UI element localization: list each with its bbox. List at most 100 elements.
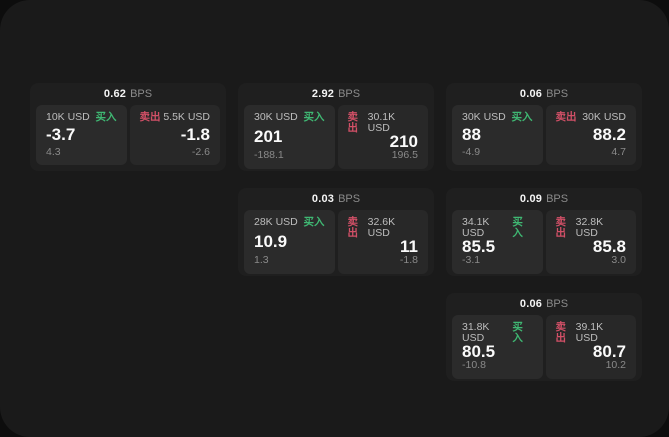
- buy-side-label: 买入: [303, 111, 325, 123]
- quote-card: 0.06 BPS 31.8K USD 买入 80.5 -10.8 卖出 39.1…: [446, 293, 642, 381]
- sell-panel[interactable]: 卖出 30.1K USD 210 196.5: [337, 105, 428, 169]
- sell-delta: 4.7: [611, 145, 626, 158]
- buy-panel[interactable]: 10K USD 买入 -3.7 4.3: [36, 105, 127, 165]
- card-header: 2.92 BPS: [238, 83, 434, 105]
- buy-price: 88: [462, 125, 481, 144]
- buy-delta: -188.1: [254, 149, 284, 161]
- buy-delta: -10.8: [462, 359, 486, 371]
- quote-card: 0.06 BPS 30K USD 买入 88 -4.9 卖出 30K USD 8…: [446, 83, 642, 171]
- card-body: 34.1K USD 买入 85.5 -3.1 卖出 32.8K USD 85.8…: [446, 210, 642, 280]
- bps-unit: BPS: [546, 88, 569, 100]
- bps-value: 0.03: [311, 193, 335, 205]
- buy-panel[interactable]: 30K USD 买入 201 -188.1: [244, 105, 335, 169]
- buy-price: -3.7: [46, 125, 76, 144]
- bps-unit: BPS: [338, 193, 361, 205]
- buy-amount: 34.1K USD: [462, 216, 490, 239]
- buy-price: 80.5: [462, 342, 496, 361]
- buy-amount: 30K USD: [462, 111, 506, 123]
- buy-panel-top: 30K USD 买入: [254, 112, 325, 123]
- buy-price: 85.5: [462, 237, 496, 256]
- buy-delta: 1.3: [254, 254, 269, 266]
- sell-panel-top: 卖出 30.1K USD: [348, 112, 419, 133]
- buy-side-label: 买入: [303, 216, 325, 228]
- sell-price: 11: [400, 237, 418, 256]
- sell-panel-top: 卖出 39.1K USD: [556, 322, 627, 343]
- bps-value: 0.09: [519, 193, 543, 205]
- bps-value: 0.62: [103, 88, 127, 100]
- sell-side-label: 卖出: [347, 216, 359, 239]
- sell-delta: 3.0: [611, 254, 626, 266]
- buy-price: 10.9: [254, 231, 288, 251]
- sell-side-label: 卖出: [555, 321, 567, 344]
- card-header: 0.06 BPS: [446, 293, 642, 315]
- bps-unit: BPS: [338, 88, 361, 100]
- sell-price: 88.2: [592, 125, 626, 144]
- sell-side-label: 卖出: [555, 111, 577, 123]
- sell-panel-top: 卖出 32.8K USD: [556, 217, 627, 238]
- sell-delta: -2.6: [191, 145, 210, 158]
- sell-panel[interactable]: 卖出 32.6K USD 11 -1.8: [337, 210, 428, 274]
- sell-amount: 32.6K USD: [367, 216, 396, 239]
- buy-side-label: 买入: [511, 111, 533, 123]
- buy-amount: 10K USD: [46, 111, 90, 123]
- buy-delta: -4.9: [462, 145, 481, 158]
- card-body: 31.8K USD 买入 80.5 -10.8 卖出 39.1K USD 80.…: [446, 315, 642, 385]
- buy-panel[interactable]: 30K USD 买入 88 -4.9: [452, 105, 543, 165]
- sell-price: -1.8: [180, 125, 210, 144]
- sell-amount: 5.5K USD: [163, 111, 210, 123]
- sell-amount: 39.1K USD: [575, 321, 604, 344]
- card-body: 30K USD 买入 201 -188.1 卖出 30.1K USD 210 1…: [238, 105, 434, 175]
- bps-unit: BPS: [546, 298, 569, 310]
- buy-side-label: 买入: [512, 321, 523, 344]
- buy-price: 201: [254, 126, 283, 146]
- buy-delta: -3.1: [462, 254, 481, 266]
- sell-panel[interactable]: 卖出 30K USD 88.2 4.7: [545, 105, 636, 165]
- buy-amount: 28K USD: [254, 216, 298, 228]
- buy-panel-top: 34.1K USD 买入: [462, 217, 533, 238]
- buy-panel[interactable]: 31.8K USD 买入 80.5 -10.8: [452, 315, 543, 379]
- buy-panel-top: 10K USD 买入: [46, 112, 117, 123]
- buy-delta: 4.3: [46, 145, 61, 158]
- buy-amount: 31.8K USD: [462, 321, 490, 344]
- quote-card-grid: 0.62 BPS 10K USD 买入 -3.7 4.3 卖出 5.5K USD…: [30, 83, 642, 381]
- sell-side-label: 卖出: [139, 111, 161, 123]
- sell-panel[interactable]: 卖出 5.5K USD -1.8 -2.6: [129, 105, 220, 165]
- card-header: 0.06 BPS: [446, 83, 642, 105]
- buy-panel[interactable]: 34.1K USD 买入 85.5 -3.1: [452, 210, 543, 274]
- buy-panel-top: 31.8K USD 买入: [462, 322, 533, 343]
- bps-value: 0.06: [519, 298, 543, 310]
- sell-price: 210: [389, 132, 418, 151]
- sell-panel-top: 卖出 5.5K USD: [140, 112, 211, 123]
- card-body: 28K USD 买入 10.9 1.3 卖出 32.6K USD 11 -1.8: [238, 210, 434, 280]
- quote-card: 0.09 BPS 34.1K USD 买入 85.5 -3.1 卖出 32.8K…: [446, 188, 642, 276]
- card-header: 0.09 BPS: [446, 188, 642, 210]
- quote-card: 0.03 BPS 28K USD 买入 10.9 1.3 卖出 32.6K US…: [238, 188, 434, 276]
- sell-panel-top: 卖出 32.6K USD: [348, 217, 419, 238]
- buy-amount: 30K USD: [254, 111, 298, 123]
- sell-side-label: 卖出: [347, 111, 359, 134]
- quote-card: 2.92 BPS 30K USD 买入 201 -188.1 卖出 30.1K …: [238, 83, 434, 171]
- buy-panel-top: 30K USD 买入: [462, 112, 533, 123]
- card-body: 10K USD 买入 -3.7 4.3 卖出 5.5K USD -1.8 -2.…: [30, 105, 226, 171]
- buy-panel[interactable]: 28K USD 买入 10.9 1.3: [244, 210, 335, 274]
- card-header: 0.03 BPS: [238, 188, 434, 210]
- sell-delta: 196.5: [391, 149, 418, 161]
- sell-price: 85.8: [592, 237, 626, 256]
- sell-amount: 30.1K USD: [367, 111, 396, 134]
- bps-value: 2.92: [311, 88, 335, 100]
- bps-value: 0.06: [519, 88, 543, 100]
- bps-unit: BPS: [130, 88, 153, 100]
- sell-panel[interactable]: 卖出 39.1K USD 80.7 10.2: [545, 315, 636, 379]
- sell-delta: -1.8: [399, 254, 418, 266]
- sell-panel[interactable]: 卖出 32.8K USD 85.8 3.0: [545, 210, 636, 274]
- buy-side-label: 买入: [512, 216, 523, 239]
- sell-amount: 32.8K USD: [575, 216, 604, 239]
- sell-side-label: 卖出: [555, 216, 567, 239]
- card-header: 0.62 BPS: [30, 83, 226, 105]
- sell-price: 80.7: [592, 342, 626, 361]
- card-body: 30K USD 买入 88 -4.9 卖出 30K USD 88.2 4.7: [446, 105, 642, 171]
- buy-side-label: 买入: [95, 111, 117, 123]
- bps-unit: BPS: [546, 193, 569, 205]
- buy-panel-top: 28K USD 买入: [254, 217, 325, 228]
- sell-amount: 30K USD: [582, 111, 626, 123]
